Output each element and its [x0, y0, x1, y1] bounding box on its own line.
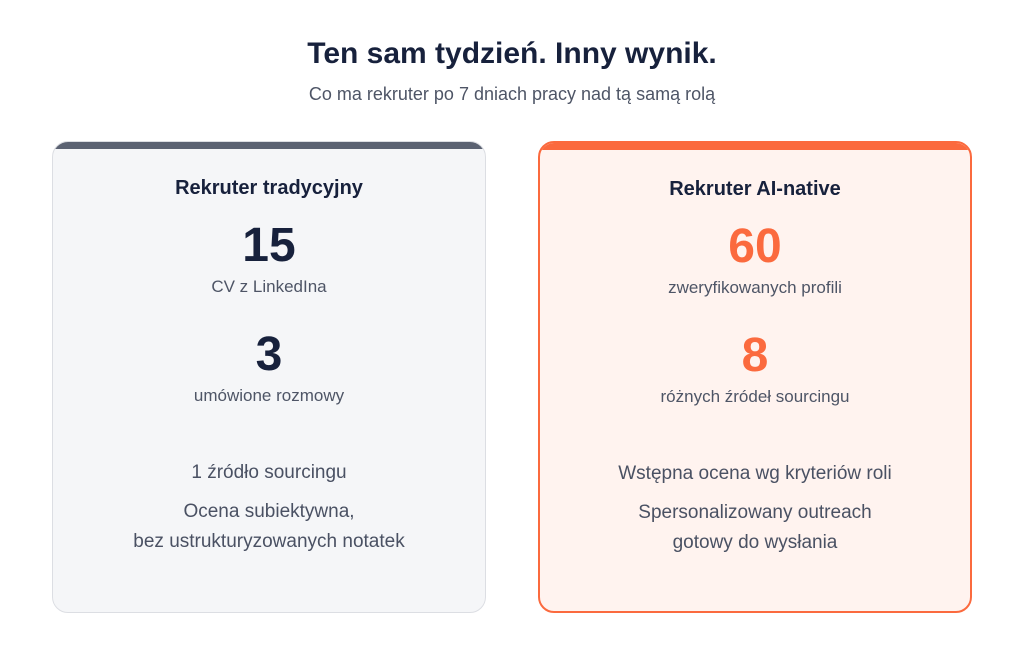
stat-value-interviews: 3 [255, 328, 283, 381]
note-outreach: Spersonalizowany outreach gotowy do wysł… [540, 498, 970, 558]
note-outreach-line2: gotowy do wysłania [672, 532, 838, 553]
stat-value-profiles: 60 [728, 220, 782, 273]
page-subtitle: Co ma rekruter po 7 dniach pracy nad tą … [308, 84, 716, 104]
note-evaluation-line2: bez ustrukturyzowanych notatek [133, 531, 405, 552]
stat-label-interviews: umówione rozmowy [193, 386, 345, 405]
stat-label-sources: różnych źródeł sourcingu [660, 387, 850, 406]
stat-value-sources: 8 [741, 329, 769, 382]
note-sourcing: 1 źródło sourcingu [191, 462, 347, 483]
stat-value-cv: 15 [242, 219, 296, 272]
card-title: Rekruter AI-native [669, 178, 841, 200]
ai-native-recruiter-card: Rekruter AI-native 60 zweryfikowanych pr… [538, 141, 972, 613]
card-accent-bar [53, 142, 485, 149]
note-outreach-line1: Spersonalizowany outreach [638, 502, 872, 523]
page-title: Ten sam tydzień. Inny wynik. [307, 37, 717, 70]
traditional-recruiter-card: Rekruter tradycyjny 15 CV z LinkedIna 3 … [52, 141, 486, 613]
note-evaluation: Wstępna ocena wg kryteriów roli [618, 463, 892, 484]
stat-label-cv: CV z LinkedIna [211, 277, 327, 296]
note-evaluation-line1: Ocena subiektywna, [183, 501, 355, 522]
stat-label-profiles: zweryfikowanych profili [668, 278, 842, 297]
note-evaluation: Ocena subiektywna, bez ustrukturyzowanyc… [53, 497, 485, 557]
card-accent-bar [540, 143, 970, 150]
card-title: Rekruter tradycyjny [175, 177, 363, 199]
